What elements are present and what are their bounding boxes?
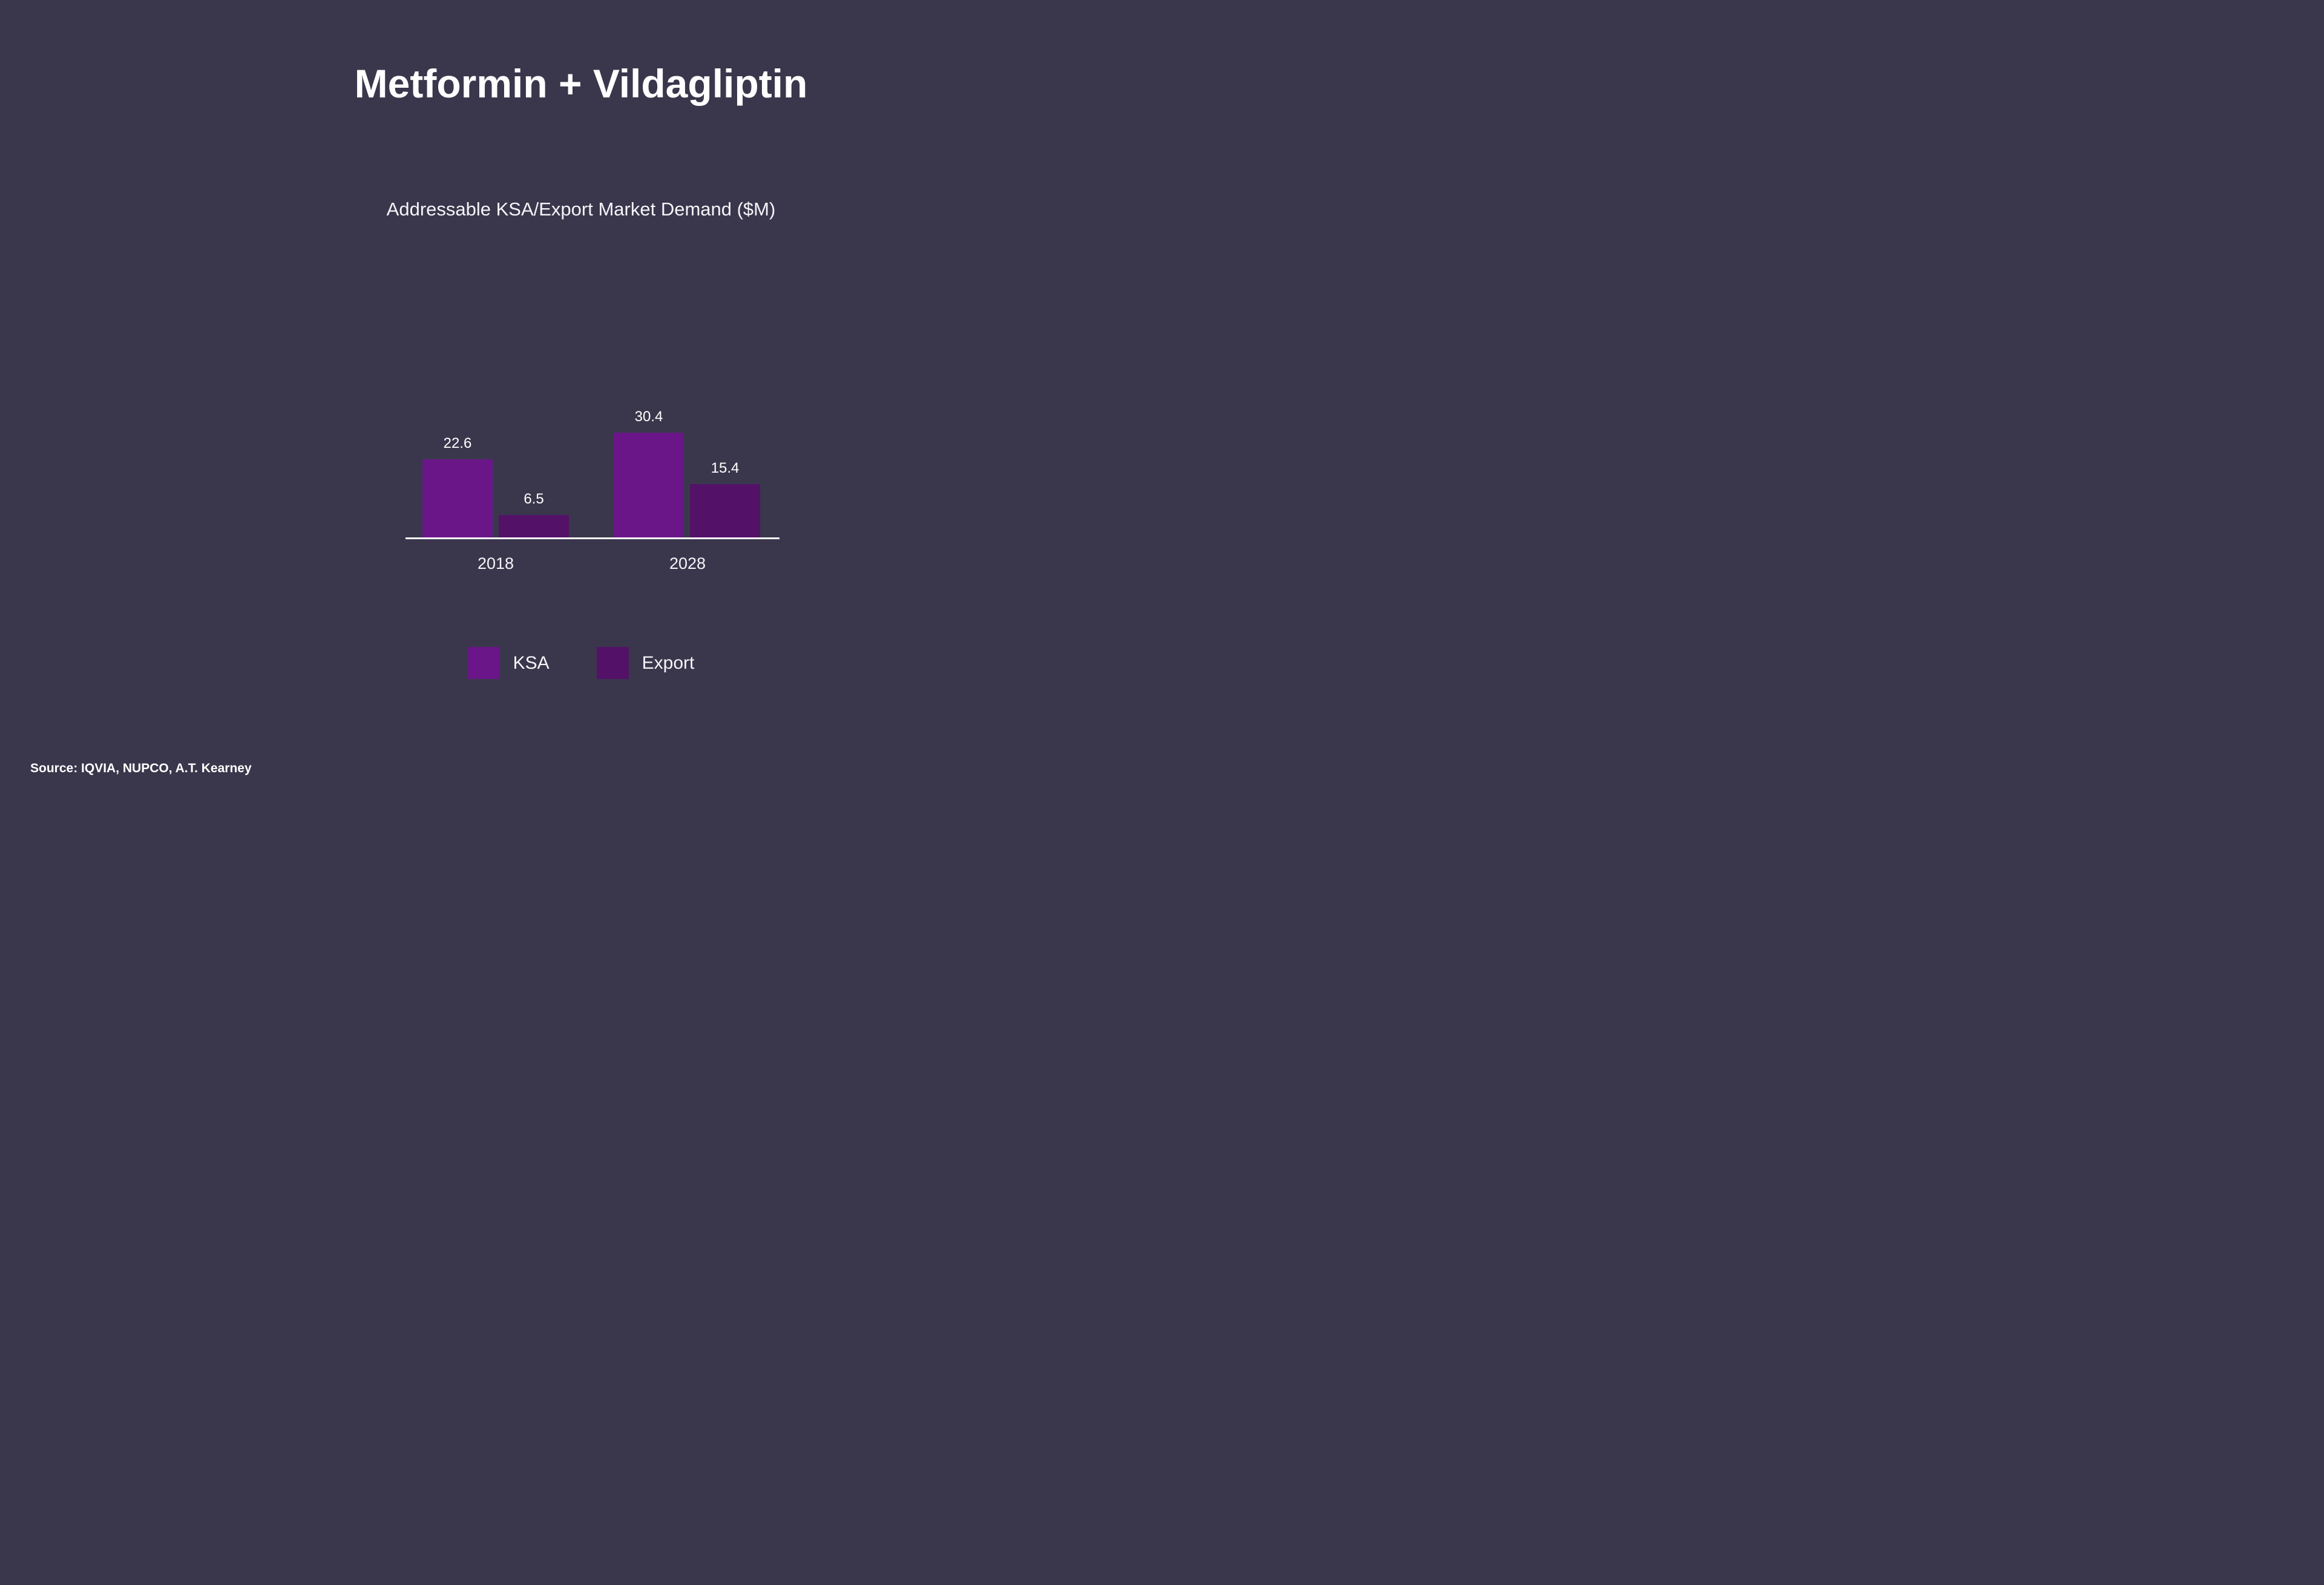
chart-subtitle: Addressable KSA/Export Market Demand ($M…	[386, 199, 776, 220]
legend-label-ksa: KSA	[513, 652, 550, 673]
bar-export-2028	[690, 484, 760, 537]
legend-item-ksa: KSA	[467, 647, 550, 679]
slide: Metformin + Vildagliptin Addressable KSA…	[0, 0, 1162, 793]
legend-swatch-ksa	[467, 647, 500, 679]
bar-value-label-ksa-2028: 30.4	[634, 409, 663, 425]
bar-wrap-export-2028: 15.4	[690, 460, 760, 537]
bar-group-2028: 30.4 15.4	[614, 409, 760, 537]
chart-legend: KSA Export	[0, 647, 1162, 679]
bar-wrap-ksa-2028: 30.4	[614, 409, 684, 537]
bar-ksa-2018	[422, 459, 493, 537]
bar-value-label-export-2028: 15.4	[711, 460, 740, 476]
legend-label-export: Export	[642, 652, 695, 673]
x-axis-labels: 2018 2028	[405, 554, 780, 573]
legend-item-export: Export	[596, 647, 695, 679]
x-axis-label-2028: 2028	[669, 554, 706, 573]
bar-export-2018	[499, 515, 569, 537]
page-title: Metformin + Vildagliptin	[354, 61, 808, 106]
source-note: Source: IQVIA, NUPCO, A.T. Kearney	[30, 761, 252, 775]
bar-value-label-export-2018: 6.5	[524, 491, 544, 507]
bar-group-2018: 22.6 6.5	[422, 435, 569, 537]
bar-wrap-export-2018: 6.5	[499, 491, 569, 537]
bar-wrap-ksa-2018: 22.6	[422, 435, 493, 537]
bar-chart-plot-area: 22.6 6.5 30.4 15.4	[405, 368, 780, 537]
bar-ksa-2028	[614, 433, 684, 537]
bar-value-label-ksa-2018: 22.6	[443, 435, 472, 451]
legend-swatch-export	[596, 647, 629, 679]
x-axis-label-2018: 2018	[477, 554, 514, 573]
x-axis-line	[405, 537, 780, 539]
